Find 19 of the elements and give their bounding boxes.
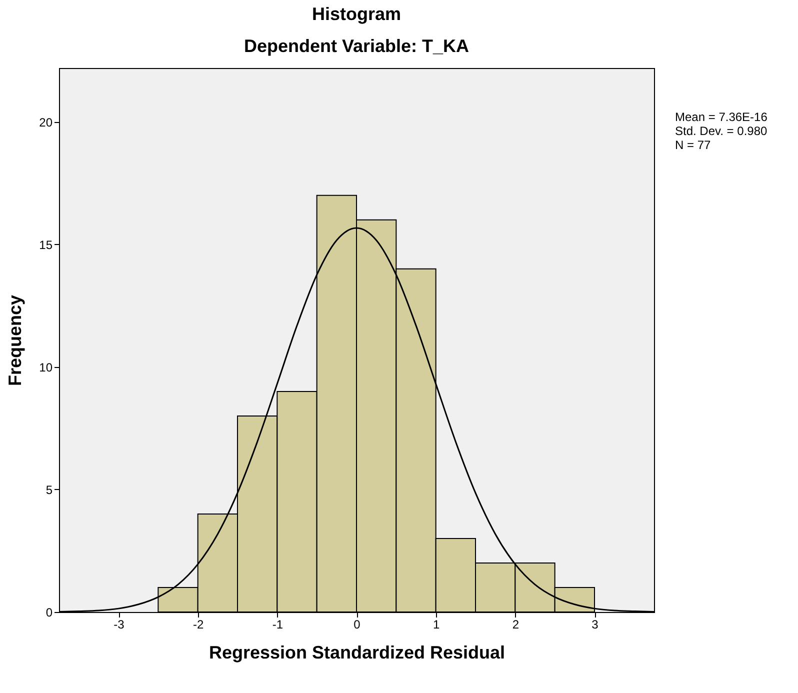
x-tick-label: -2 bbox=[192, 618, 204, 632]
y-tick-label: 10 bbox=[39, 360, 53, 374]
text: Mean = 7.36E-16 bbox=[675, 110, 768, 124]
y-tick-label: 15 bbox=[39, 238, 53, 252]
y-tick-label: 0 bbox=[46, 606, 53, 620]
x-axis-title: Regression Standardized Residual bbox=[208, 642, 506, 662]
x-tick-label: 1 bbox=[432, 618, 440, 632]
x-tick-label: -1 bbox=[272, 618, 284, 632]
x-tick-label: -3 bbox=[114, 618, 125, 632]
x-tick-label: 2 bbox=[512, 618, 520, 632]
chart-title: Histogram bbox=[312, 4, 402, 24]
y-tick-label: 5 bbox=[46, 482, 53, 497]
chart-subtitle: Dependent Variable: T_KA bbox=[244, 36, 470, 56]
x-tick-label: 3 bbox=[592, 618, 599, 632]
text: N = 77 bbox=[675, 138, 712, 152]
text: Std. Dev. = 0.980 bbox=[675, 124, 768, 138]
y-tick-label: 20 bbox=[39, 115, 53, 130]
y-axis-title: Frequency bbox=[5, 294, 26, 386]
x-tick-label: 0 bbox=[354, 618, 361, 632]
